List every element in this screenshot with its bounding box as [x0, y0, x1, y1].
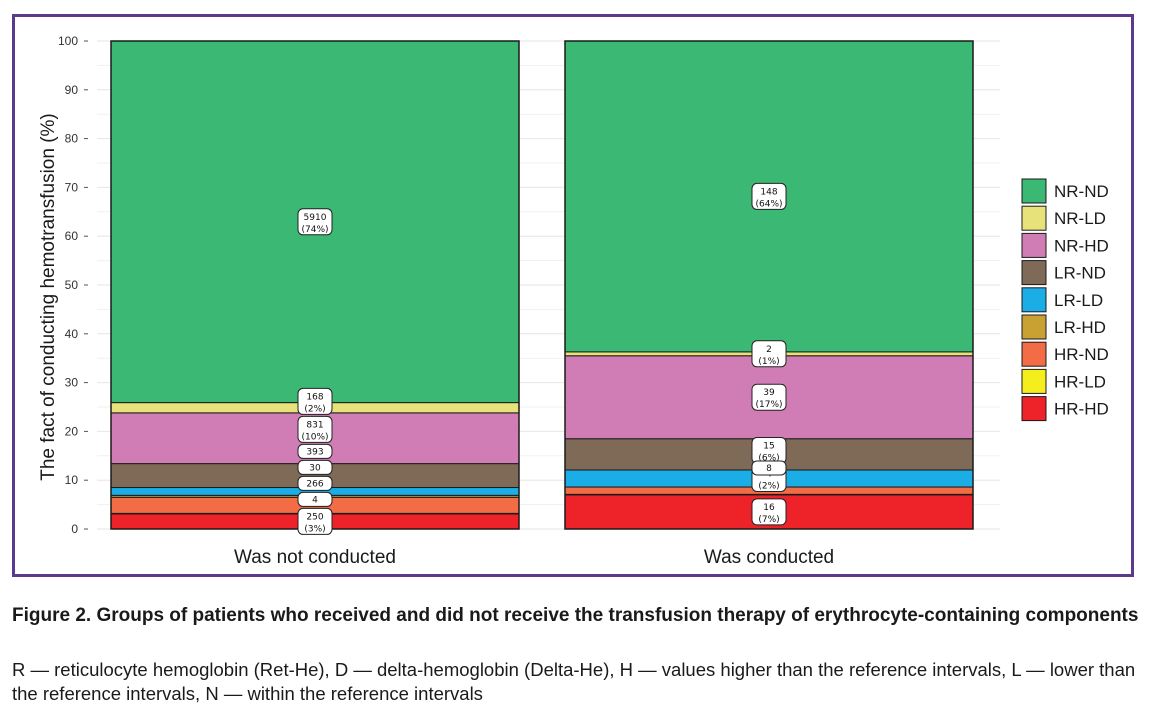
x-axis: Was not conducted Was conducted	[234, 547, 834, 568]
data-label: 8	[751, 460, 787, 476]
x-category-label: Was not conducted	[234, 547, 396, 568]
legend: NR-ND NR-LD NR-HD LR-ND LR-LD LR-HD HR-ND HR-LD…	[1021, 178, 1109, 422]
data-label-pct: (6%)	[758, 453, 779, 463]
data-label: 266	[297, 475, 333, 491]
data-label: 2 (1%)	[751, 340, 787, 368]
data-label: 16 (7%)	[751, 498, 787, 526]
legend-swatch	[1021, 287, 1047, 313]
legend-label: NR-LD	[1054, 209, 1106, 228]
data-label: 15 (6%)	[751, 436, 787, 464]
data-label-pct: (3%)	[304, 524, 325, 534]
data-label-box	[297, 415, 333, 443]
legend-swatch	[1021, 205, 1047, 231]
data-label-pct: (10%)	[301, 432, 328, 442]
legend-swatch	[1021, 260, 1047, 286]
y-tick-label: 60	[65, 229, 79, 243]
data-label-pct: (1%)	[758, 357, 779, 367]
data-label-box	[751, 460, 787, 476]
data-label: 831 (10%)	[297, 415, 333, 443]
legend-label: LR-HD	[1054, 318, 1106, 337]
data-label-count: 8	[766, 464, 772, 474]
data-label: 30	[297, 459, 333, 475]
data-label-box	[297, 475, 333, 491]
x-category-label: Was conducted	[704, 547, 834, 568]
legend-label: NR-HD	[1054, 236, 1109, 255]
figure-caption-note: R — reticulocyte hemoglobin (Ret-He), D …	[12, 659, 1136, 704]
data-label-pct: (7%)	[758, 515, 779, 525]
data-label: 393	[297, 443, 333, 459]
data-label-count: 831	[306, 420, 323, 430]
data-label: 4	[297, 491, 333, 507]
y-axis: 0 10 20 30 40 50 60 70 80 90 100	[58, 34, 88, 536]
data-label-count: 16	[763, 503, 775, 513]
data-label-box	[297, 491, 333, 507]
data-label-box	[297, 459, 333, 475]
legend-swatch	[1021, 314, 1047, 340]
data-label-count: 168	[306, 392, 323, 402]
data-label-pct: (2%)	[304, 404, 325, 414]
y-tick-label: 0	[71, 522, 78, 536]
legend-swatch	[1021, 178, 1047, 204]
data-label: 250 (3%)	[297, 507, 333, 535]
legend-label: HR-HD	[1054, 400, 1109, 419]
data-label-count: 39	[763, 388, 775, 398]
data-label-count: 30	[309, 463, 321, 473]
y-tick-label: 50	[65, 278, 79, 292]
data-label-box	[751, 182, 787, 210]
legend-swatch	[1021, 341, 1047, 367]
legend-label: HR-LD	[1054, 372, 1106, 391]
data-label-box	[297, 443, 333, 459]
data-label-box	[751, 340, 787, 368]
bar-outline	[564, 40, 974, 530]
data-label-count: 250	[306, 512, 323, 522]
y-tick-label: 70	[65, 180, 79, 194]
data-label-pct: (2%)	[758, 481, 779, 491]
y-tick-label: 20	[65, 424, 79, 438]
data-label-pct: (64%)	[755, 199, 782, 209]
legend-label: HR-ND	[1054, 345, 1109, 364]
chart-frame: 0 10 20 30 40 50 60 70 80 90 100 5910 (74%) 168 (2%) 8…	[12, 14, 1134, 577]
data-label: 168 (2%)	[297, 387, 333, 415]
data-label: 5910 (74%)	[297, 208, 333, 236]
data-label-count: 2	[766, 345, 772, 355]
data-label-count: 266	[306, 479, 323, 489]
data-label-box	[751, 498, 787, 526]
data-label-pct: (74%)	[301, 225, 328, 235]
y-tick-label: 40	[65, 327, 79, 341]
data-label-box	[751, 383, 787, 411]
y-tick-label: 90	[65, 83, 79, 97]
data-label-box	[297, 387, 333, 415]
legend-swatch	[1021, 368, 1047, 394]
y-tick-label: 100	[58, 34, 78, 48]
data-label-box	[297, 507, 333, 535]
y-axis-title: The fact of conducting hemotransfusion (…	[38, 113, 59, 481]
data-label-box	[297, 208, 333, 236]
data-label: 39 (17%)	[751, 383, 787, 411]
legend-swatch	[1021, 232, 1047, 258]
legend-label: LR-ND	[1054, 264, 1106, 283]
legend-label: LR-LD	[1054, 291, 1103, 310]
data-label: 148 (64%)	[751, 182, 787, 210]
legend-swatch	[1021, 396, 1047, 422]
data-label-pct: (17%)	[755, 400, 782, 410]
y-tick-label: 80	[65, 132, 79, 146]
legend-label: NR-ND	[1054, 182, 1109, 201]
data-label-count: 4	[312, 495, 318, 505]
y-tick-label: 10	[65, 473, 79, 487]
data-label-count: 5910	[304, 213, 327, 223]
data-label-count: 148	[760, 187, 777, 197]
data-labels-layer: 5910(74%)168(2%)831(10%)393302664250(3%)…	[297, 182, 787, 535]
data-label-count: 15	[763, 441, 774, 451]
data-label-count: 393	[306, 447, 323, 457]
y-tick-label: 30	[65, 376, 79, 390]
figure-caption-title: Figure 2. Groups of patients who receive…	[12, 605, 1139, 626]
